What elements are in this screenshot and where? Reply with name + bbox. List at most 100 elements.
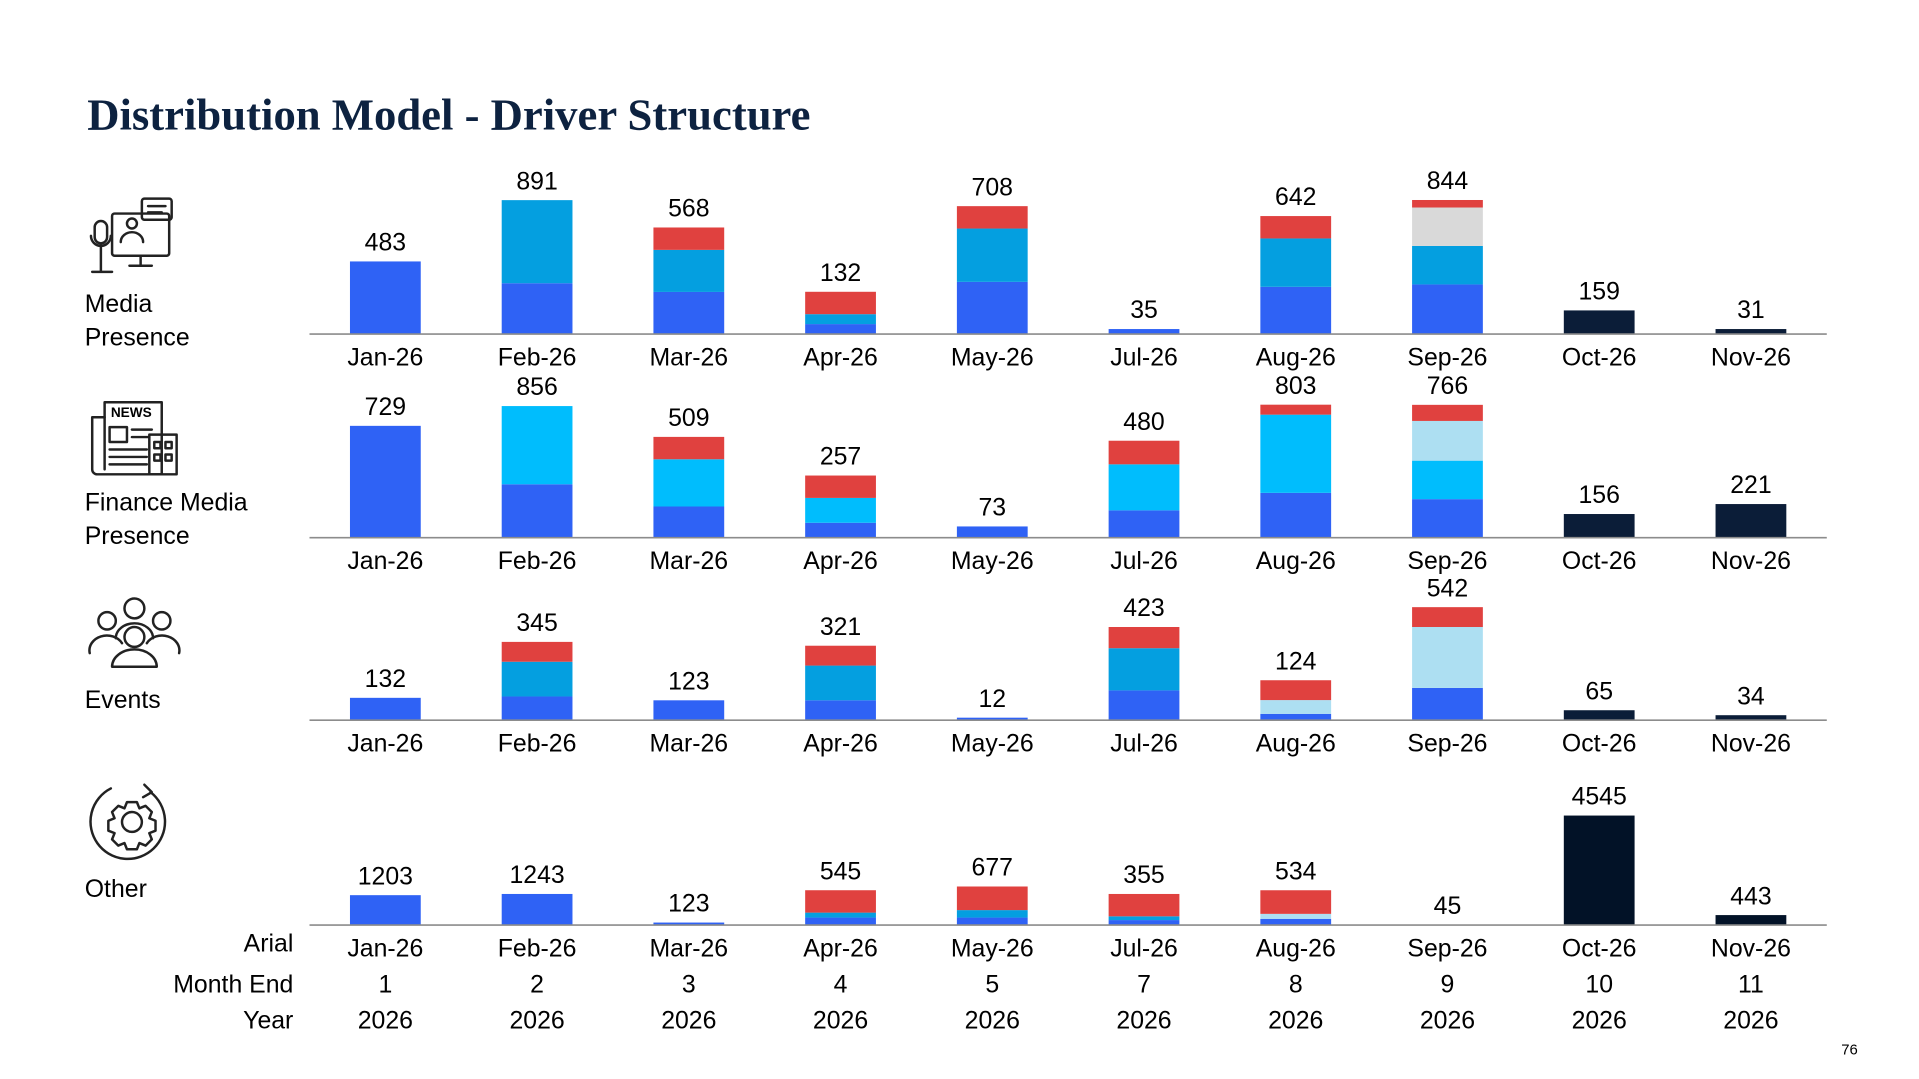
x-tick-label: May-26 xyxy=(951,344,1034,371)
row-label: Month End xyxy=(173,971,293,998)
bar-segment xyxy=(1412,284,1483,335)
row-label: Arial xyxy=(244,930,294,957)
bar-segment xyxy=(1108,690,1180,721)
data-label: 12 xyxy=(978,686,1006,713)
x-tick-label: Jul-26 xyxy=(1110,935,1178,962)
bar-segment xyxy=(653,291,725,335)
x-tick-label: Jul-26 xyxy=(1110,731,1178,758)
x-tick-label: Sep-26 xyxy=(1407,731,1487,758)
data-label: 31 xyxy=(1737,297,1765,324)
bar-segment xyxy=(805,700,876,721)
bar-segment xyxy=(805,917,876,926)
bar-segment xyxy=(501,661,573,697)
data-label: 123 xyxy=(668,668,709,695)
bar-segment xyxy=(1260,700,1332,714)
chart-title: Other xyxy=(85,876,147,903)
year: 2026 xyxy=(965,1007,1020,1034)
bar-segment xyxy=(1108,510,1180,538)
x-tick-label: Jan-26 xyxy=(347,731,423,758)
x-tick-label: Feb-26 xyxy=(498,548,577,575)
bar-segment xyxy=(1260,890,1332,914)
other-icon xyxy=(89,783,167,861)
data-label: 534 xyxy=(1275,858,1317,885)
x-tick-label: Mar-26 xyxy=(649,548,728,575)
x-tick-label: Mar-26 xyxy=(649,731,728,758)
data-label: 257 xyxy=(820,444,861,471)
year: 2026 xyxy=(1420,1007,1475,1034)
x-tick-label: Nov-26 xyxy=(1711,731,1791,758)
month-end: 10 xyxy=(1585,971,1613,998)
bar-segment xyxy=(805,665,876,701)
bar-segment xyxy=(1260,492,1332,538)
page-number: 76 xyxy=(1841,1042,1858,1058)
x-tick-label: Jul-26 xyxy=(1110,344,1178,371)
data-label: 1243 xyxy=(509,862,564,889)
year: 2026 xyxy=(813,1007,868,1034)
chart-title: Presence xyxy=(85,523,190,550)
data-label: 803 xyxy=(1275,373,1316,400)
year: 2026 xyxy=(661,1007,716,1034)
bar-segment xyxy=(1260,713,1332,721)
x-tick-label: Nov-26 xyxy=(1711,548,1791,575)
bar-segment xyxy=(653,700,725,721)
x-tick-label: Oct-26 xyxy=(1562,344,1637,371)
data-label: 4545 xyxy=(1572,784,1627,811)
x-tick-label: May-26 xyxy=(951,935,1034,962)
x-tick-label: Sep-26 xyxy=(1407,935,1487,962)
x-tick-label: Feb-26 xyxy=(498,731,577,758)
x-tick-label: Jul-26 xyxy=(1110,548,1178,575)
x-tick-label: Nov-26 xyxy=(1711,344,1791,371)
data-label: 509 xyxy=(668,405,709,432)
bar-segment xyxy=(1715,715,1787,721)
bar-segment xyxy=(956,717,1028,721)
bar-segment xyxy=(349,895,421,926)
bar-segment xyxy=(501,283,573,335)
bar-segment xyxy=(501,200,573,284)
data-label: 159 xyxy=(1578,279,1619,306)
bar-segment xyxy=(1260,286,1332,335)
news-icon xyxy=(90,401,178,476)
data-label: 34 xyxy=(1737,683,1765,710)
bar-segment xyxy=(956,886,1028,911)
bar-segment xyxy=(1260,918,1332,926)
bar-segment xyxy=(1412,199,1483,208)
month-end: 11 xyxy=(1738,971,1764,998)
bar-segment xyxy=(805,314,876,325)
month-end: 2 xyxy=(530,971,544,998)
bar-segment xyxy=(805,475,876,498)
row-label: Year xyxy=(243,1007,293,1034)
bar-segment xyxy=(653,459,725,507)
bar-segment xyxy=(1563,710,1635,721)
month-end: 8 xyxy=(1289,971,1303,998)
bar-segment xyxy=(956,281,1028,335)
year: 2026 xyxy=(1572,1007,1627,1034)
x-tick-label: May-26 xyxy=(951,548,1034,575)
year: 2026 xyxy=(509,1007,564,1034)
month-end: 4 xyxy=(834,971,848,998)
bar-segment xyxy=(1260,238,1332,287)
data-label: 221 xyxy=(1730,472,1771,499)
x-tick-label: Apr-26 xyxy=(803,731,878,758)
bar-segment xyxy=(1412,687,1483,721)
data-label: 480 xyxy=(1123,409,1164,436)
x-tick-label: Mar-26 xyxy=(649,344,728,371)
data-label: 124 xyxy=(1275,648,1317,675)
data-label: 45 xyxy=(1434,893,1462,920)
year: 2026 xyxy=(1723,1007,1778,1034)
bar-segment xyxy=(1108,920,1180,926)
bar-segment xyxy=(653,436,725,460)
year: 2026 xyxy=(1268,1007,1323,1034)
month-end: 5 xyxy=(985,971,999,998)
bar-segment xyxy=(956,228,1028,282)
bar-segment xyxy=(349,261,421,335)
x-tick-label: Sep-26 xyxy=(1407,344,1487,371)
x-tick-label: Aug-26 xyxy=(1256,731,1336,758)
bar-segment xyxy=(1108,916,1180,921)
data-label: 345 xyxy=(516,610,557,637)
data-label: 132 xyxy=(820,260,861,287)
data-label: 73 xyxy=(978,495,1006,522)
bar-segment xyxy=(1260,913,1332,919)
bar-segment xyxy=(653,922,725,926)
bar-segment xyxy=(653,227,725,250)
bar-segment xyxy=(805,522,876,538)
